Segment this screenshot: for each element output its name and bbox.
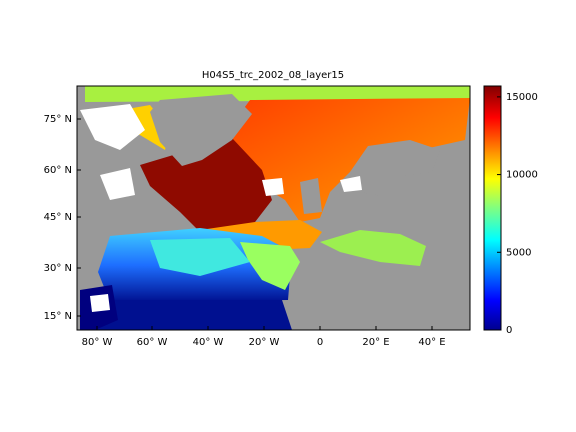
british-isles — [300, 178, 322, 214]
colorbar — [483, 85, 502, 331]
scandinavia — [350, 140, 440, 196]
lon-label: 0 — [317, 337, 323, 348]
canary-region — [240, 242, 300, 290]
map-frame — [76, 85, 471, 331]
tropical-atlantic — [90, 300, 292, 330]
arctic-ocean — [85, 86, 470, 102]
lon-label: 60° W — [137, 337, 168, 348]
ice-patch — [340, 176, 362, 192]
mediterranean — [320, 230, 426, 266]
lat-label: 60° N — [44, 165, 72, 176]
lat-label: 75° N — [44, 114, 72, 125]
greenland — [150, 94, 252, 166]
lon-label: 20° W — [249, 337, 280, 348]
colorbar-tick-label: 5000 — [506, 247, 531, 258]
labrador-sea — [140, 138, 272, 232]
ice-patch — [100, 168, 135, 200]
nordic-seas — [228, 98, 470, 222]
lon-label: 20° E — [362, 337, 389, 348]
lat-label: 15° N — [44, 311, 72, 322]
lon-label: 40° W — [193, 337, 224, 348]
colorbar-tick-label: 15000 — [506, 92, 538, 103]
lon-label: 40° E — [418, 337, 445, 348]
map-title: H04S5_trc_2002_08_layer15 — [202, 70, 344, 81]
colorbar-tick-label: 0 — [506, 325, 512, 336]
central-atlantic — [150, 238, 250, 276]
lon-label: 80° W — [82, 337, 113, 348]
ice-patch — [262, 178, 284, 196]
colorbar-tick-label: 10000 — [506, 170, 538, 181]
lat-label: 30° N — [44, 263, 72, 274]
ice-patch — [80, 104, 145, 150]
island — [90, 294, 110, 312]
lat-label: 45° N — [44, 212, 72, 223]
map — [77, 86, 470, 330]
